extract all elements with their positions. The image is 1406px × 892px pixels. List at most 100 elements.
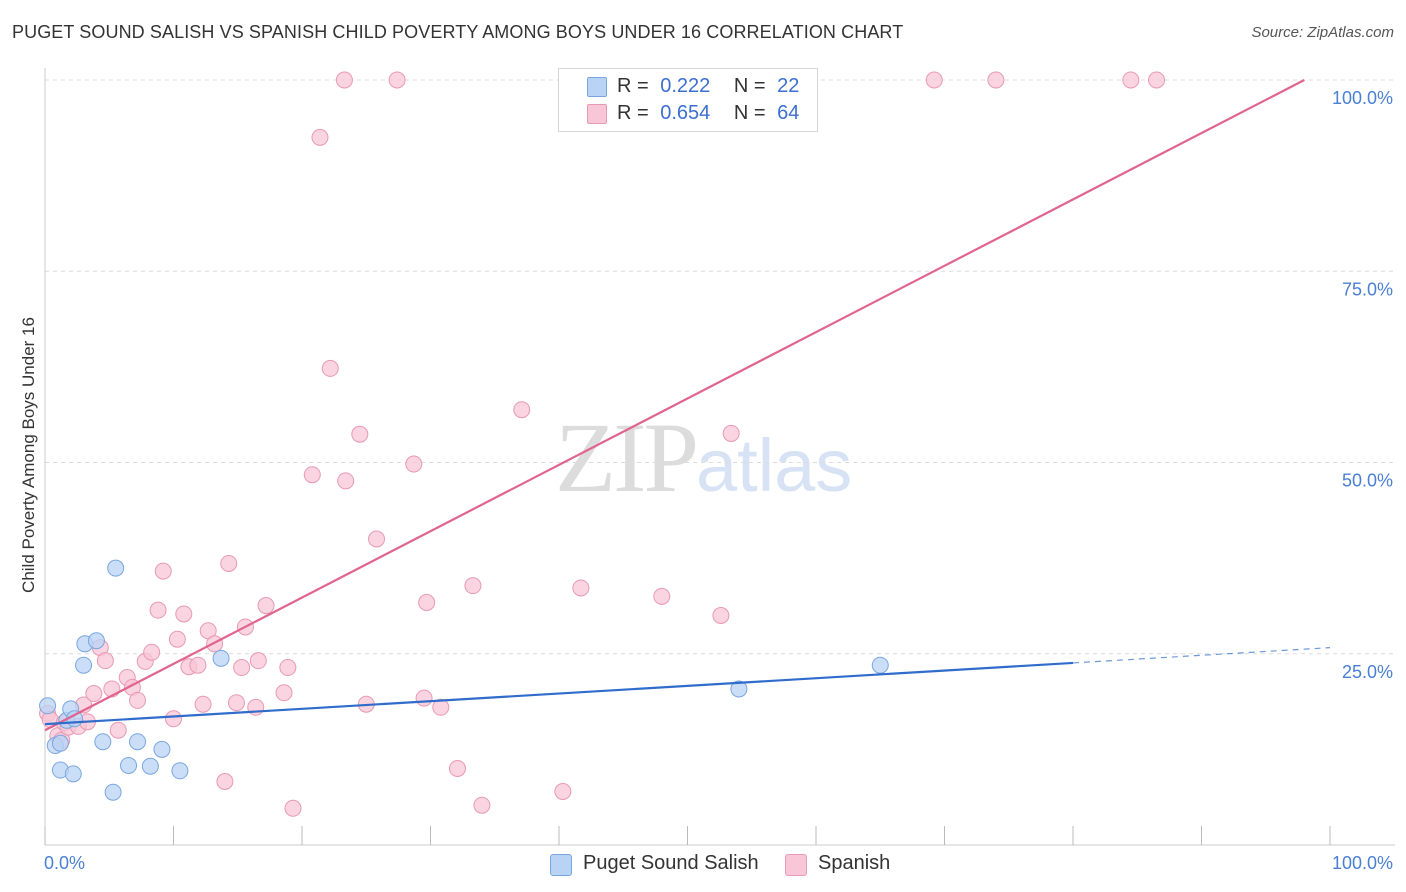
spanish-point: [165, 710, 182, 728]
spanish-point: [220, 554, 238, 572]
legend-text-spanish: R = 0.654 N = 64: [617, 102, 799, 125]
spanish-point: [432, 698, 450, 716]
puget-sound-salish-point: [107, 559, 125, 577]
puget-sound-salish-point: [129, 733, 147, 751]
legend-swatch-puget: [587, 77, 607, 97]
spanish-point: [448, 760, 466, 777]
spanish-point: [418, 593, 436, 611]
puget-sound-salish-point: [64, 765, 82, 783]
legend-swatch-spanish: [587, 104, 607, 124]
spanish-point: [351, 425, 369, 443]
spanish-point: [925, 71, 943, 89]
spanish-point: [1148, 71, 1166, 89]
legend-r-value: 0.222: [660, 75, 711, 97]
spanish-point: [554, 782, 572, 800]
spanish-point: [473, 796, 491, 814]
spanish-point: [572, 579, 590, 597]
y-tick-label: 25.0%: [1342, 662, 1393, 682]
legend-r-label: R =: [617, 75, 649, 97]
spanish-point: [415, 689, 433, 707]
watermark-atlas: atlas: [696, 424, 853, 507]
puget-sound-salish-point: [871, 656, 889, 674]
spanish-point: [129, 691, 147, 709]
spanish-point: [303, 466, 321, 484]
puget-sound-salish-point: [153, 740, 171, 758]
chart-title: PUGET SOUND SALISH VS SPANISH CHILD POVE…: [12, 22, 904, 42]
bottom-legend-swatch-puget: [550, 854, 572, 876]
spanish-point: [189, 656, 207, 674]
spanish-point: [249, 652, 267, 670]
y-tick-labels: 25.0% 50.0% 75.0% 100.0%: [1332, 88, 1393, 682]
spanish-point: [284, 799, 302, 817]
puget-sound-salish-point: [75, 656, 93, 674]
legend: R = 0.222 N = 22 R = 0.654 N = 64: [558, 68, 818, 132]
bottom-legend-label-spanish: Spanish: [818, 852, 891, 874]
legend-n-label: N =: [733, 102, 766, 124]
bottom-legend-swatch-spanish: [785, 854, 807, 876]
spanish-points: [39, 71, 1166, 817]
puget-sound-salish-point: [212, 649, 230, 667]
spanish-point: [154, 562, 172, 580]
legend-n-label: N =: [733, 75, 766, 97]
spanish-point: [464, 577, 482, 595]
spanish-point: [175, 605, 193, 623]
watermark: ZIPatlas: [555, 400, 852, 515]
puget-sound-salish-point: [171, 762, 189, 780]
spanish-point: [257, 597, 275, 615]
legend-n-value: 22: [777, 75, 800, 97]
spanish-point: [337, 472, 355, 490]
spanish-trend-line: [44, 79, 1305, 732]
puget-sound-salish-trend-line: [44, 661, 1074, 726]
y-axis-title: Child Poverty Among Boys Under 16: [19, 317, 38, 593]
y-tick-label: 50.0%: [1342, 471, 1393, 491]
spanish-point: [653, 587, 671, 605]
bottom-legend-label-puget: Puget Sound Salish: [583, 852, 759, 874]
spanish-point: [712, 607, 730, 624]
puget-sound-salish-trend-extension: [1072, 647, 1331, 664]
watermark-zip: ZIP: [555, 402, 699, 513]
puget-sound-salish-point: [730, 680, 748, 698]
x-tick-labels: 0.0% 100.0%: [44, 853, 1393, 873]
puget-sound-salish-point: [120, 756, 138, 774]
spanish-point: [513, 401, 531, 419]
puget-sound-salish-point: [141, 757, 159, 775]
spanish-point: [275, 684, 293, 702]
spanish-point: [194, 695, 212, 713]
x-tick-label: 100.0%: [1332, 853, 1393, 873]
puget-sound-salish-points: [39, 559, 889, 801]
legend-r-label: R =: [617, 102, 649, 124]
puget-sound-salish-point: [104, 783, 122, 801]
spanish-point: [149, 601, 167, 619]
y-tick-label: 75.0%: [1342, 279, 1393, 299]
trend-lines: [44, 79, 1331, 732]
spanish-point: [109, 721, 127, 739]
spanish-point: [388, 71, 406, 89]
spanish-point: [96, 652, 114, 670]
legend-text-puget: R = 0.222 N = 22: [617, 75, 799, 98]
spanish-point: [405, 455, 423, 473]
spanish-point: [227, 694, 245, 712]
puget-sound-salish-point: [87, 632, 105, 650]
spanish-point: [233, 659, 251, 677]
y-tick-label: 100.0%: [1332, 88, 1393, 108]
spanish-point: [335, 71, 353, 89]
spanish-point: [311, 128, 329, 146]
spanish-point: [321, 359, 339, 377]
spanish-point: [85, 685, 103, 703]
spanish-point: [168, 630, 186, 648]
x-tick-label: 0.0%: [44, 853, 85, 873]
spanish-point: [279, 659, 297, 677]
spanish-point: [722, 424, 740, 442]
legend-n-value: 64: [777, 102, 800, 124]
gridlines: [45, 79, 1395, 655]
puget-sound-salish-point: [39, 697, 57, 715]
puget-sound-salish-point: [51, 734, 69, 752]
spanish-point: [987, 71, 1005, 89]
puget-sound-salish-point: [94, 733, 112, 751]
legend-r-value: 0.654: [660, 102, 711, 124]
source-label: Source: ZipAtlas.com: [1251, 24, 1394, 41]
spanish-point: [1122, 71, 1140, 89]
spanish-point: [368, 530, 386, 548]
axes: [44, 68, 1395, 846]
